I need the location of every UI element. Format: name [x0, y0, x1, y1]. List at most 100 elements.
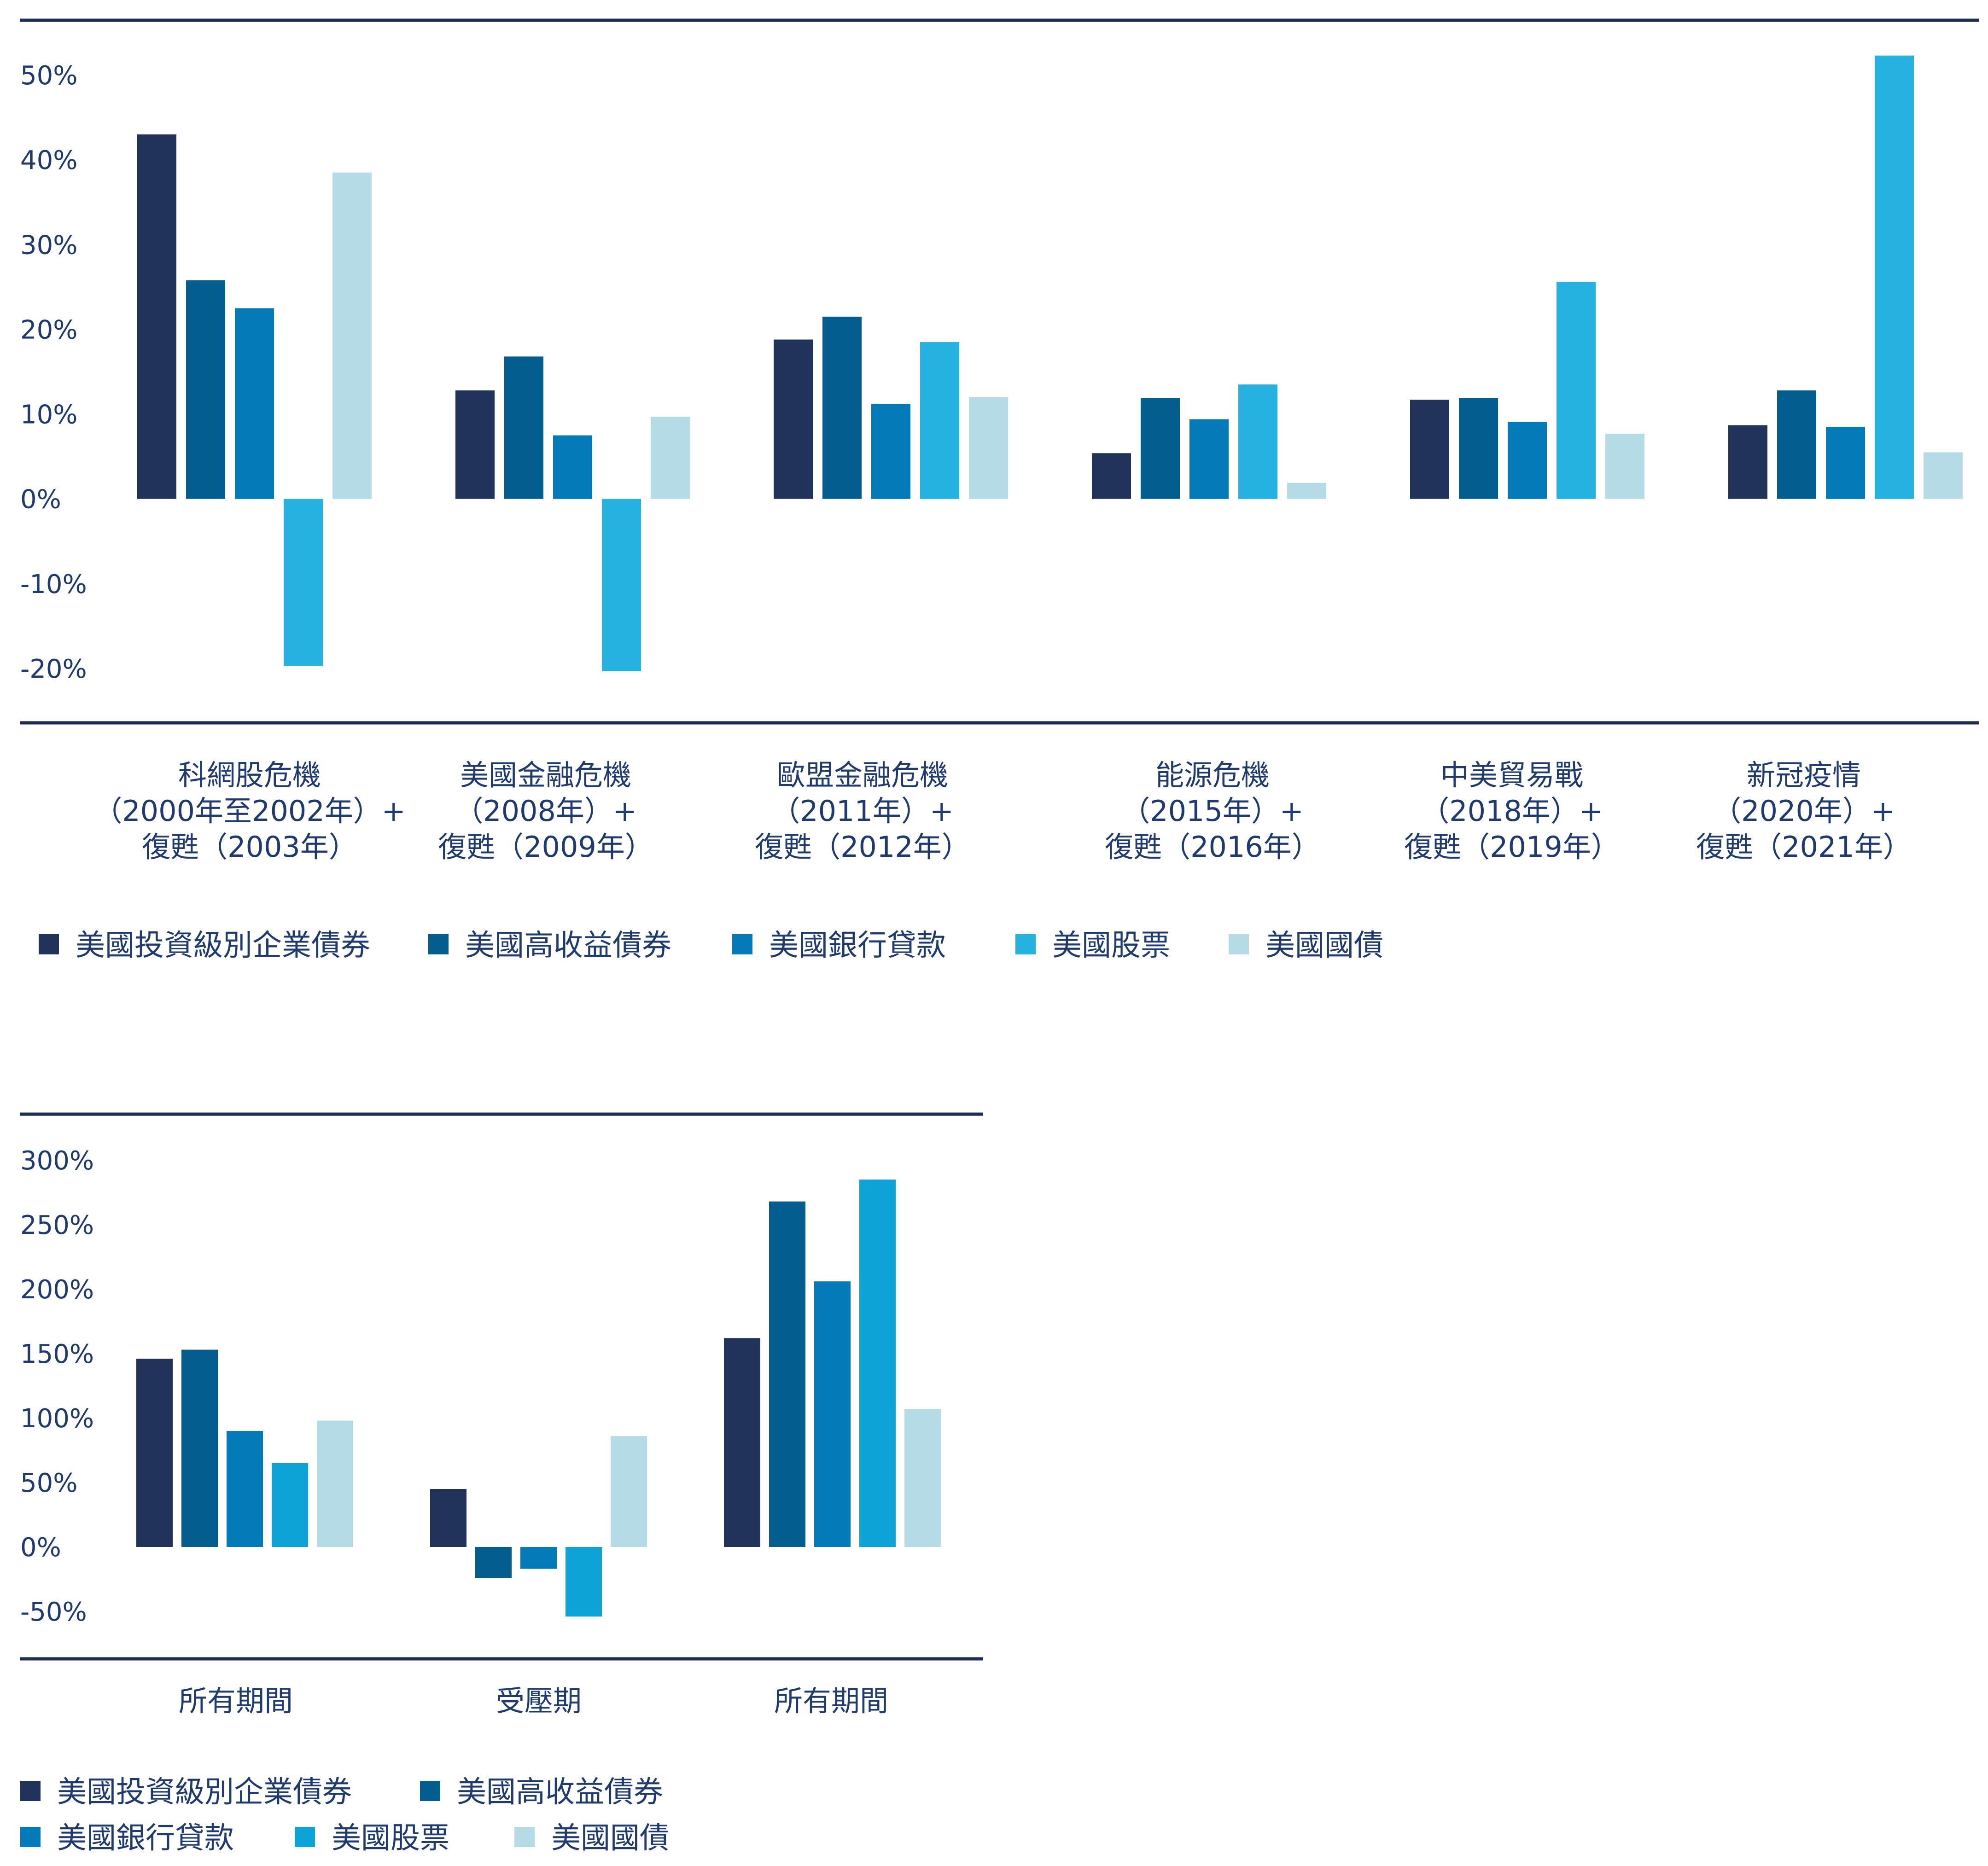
- legend-label: 美國股票: [332, 1821, 449, 1855]
- chart-top: 50% 40% 30% 20% 10% 0% -10% -20% 科網股危機（2000年至20…: [20, 18, 1979, 963]
- legend-label: 美國股票: [1052, 929, 1170, 963]
- legend-label: 美國投資級別企業債券: [76, 929, 370, 963]
- y-tick-label: 50%: [20, 61, 77, 91]
- bar: [181, 1349, 218, 1547]
- category-label: 復甦（2003年）: [142, 830, 357, 864]
- bar: [1557, 282, 1596, 499]
- category-label: 復甦（2019年）: [1404, 830, 1620, 864]
- y-tick-label: -10%: [20, 570, 87, 599]
- legend-swatch: [20, 1827, 41, 1847]
- bar: [871, 404, 910, 499]
- y-tick-label: -50%: [20, 1597, 87, 1627]
- bar: [814, 1281, 851, 1547]
- legend-swatch: [1229, 934, 1249, 954]
- chart-bottom: 300%250%200%150%100%50%0%-50% 所有期間 受壓期 所有期…: [20, 1112, 983, 1855]
- y-tick-label: 10%: [20, 400, 77, 430]
- y-axis-ticks: 300% 250% 200% 150% 100% 50% 0% -50%: [20, 1146, 94, 1627]
- bar: [1777, 390, 1816, 499]
- y-tick-label: 250%: [20, 1210, 94, 1240]
- bar: [1728, 425, 1767, 499]
- bar: [137, 134, 176, 499]
- legend-label: 美國國債: [551, 1821, 669, 1855]
- category-label: （2011年）+: [771, 794, 954, 828]
- bar: [1605, 433, 1644, 499]
- bar: [1238, 384, 1277, 499]
- bar: [602, 499, 641, 671]
- bar: [1924, 452, 1963, 499]
- legend-swatch: [39, 934, 59, 954]
- bar: [904, 1409, 941, 1547]
- category-label: 中美貿易戰: [1440, 758, 1583, 792]
- y-tick-label: 0%: [20, 485, 61, 515]
- y-tick-label: 30%: [20, 230, 77, 260]
- bar: [1092, 453, 1131, 499]
- bar: [1189, 419, 1229, 499]
- bar: [1875, 55, 1914, 499]
- y-tick-label: 300%: [20, 1146, 94, 1176]
- bar: [272, 1463, 308, 1547]
- bars: [137, 55, 1963, 671]
- category-label: （2020年）+: [1713, 794, 1895, 828]
- legend-swatch: [428, 934, 449, 954]
- bar: [186, 280, 225, 499]
- y-tick-label: -20%: [20, 654, 87, 684]
- legend-label: 美國高收益債券: [457, 1775, 663, 1809]
- bar: [1508, 422, 1547, 499]
- bar: [1287, 482, 1326, 499]
- bar: [227, 1431, 263, 1547]
- bar: [651, 417, 690, 499]
- category-labels: 科網股危機（2000年至2002年）+復甦（2003年） 美國金融危機（2008年…: [93, 758, 1912, 864]
- category-label: 所有期間: [179, 1684, 293, 1718]
- bar: [136, 1359, 173, 1547]
- y-tick-label: 200%: [20, 1275, 94, 1305]
- legend-label: 美國銀行貸款: [57, 1821, 234, 1855]
- bar: [1459, 398, 1498, 499]
- legend-label: 美國國債: [1265, 929, 1383, 963]
- category-label: 復甦（2009年）: [438, 830, 653, 864]
- category-label: 能源危機: [1155, 758, 1270, 792]
- category-label: （2000年至2002年）+: [93, 794, 406, 828]
- category-label: 復甦（2012年）: [755, 830, 970, 864]
- category-label: 復甦（2016年）: [1105, 830, 1320, 864]
- y-tick-label: 0%: [20, 1533, 61, 1563]
- bar: [1826, 427, 1865, 499]
- bar: [1141, 398, 1180, 499]
- bar: [430, 1489, 466, 1547]
- y-tick-label: 40%: [20, 145, 77, 175]
- legend-label: 美國投資級別企業債券: [57, 1775, 352, 1809]
- bar: [332, 172, 372, 499]
- legend-swatch: [514, 1827, 535, 1847]
- bar: [724, 1338, 760, 1547]
- category-label: （2008年）+: [455, 794, 637, 828]
- bar: [553, 435, 592, 499]
- legend-label: 美國高收益債券: [465, 929, 671, 963]
- category-label: 新冠疫情: [1747, 758, 1861, 792]
- y-tick-label: 50%: [20, 1468, 77, 1498]
- bar: [774, 339, 813, 499]
- legend-swatch: [295, 1827, 315, 1847]
- bar: [317, 1420, 353, 1547]
- category-label: 歐盟金融危機: [777, 758, 948, 792]
- legend-swatch: [732, 934, 752, 954]
- category-label: 復甦（2021年）: [1696, 830, 1912, 864]
- category-label: （2018年）+: [1421, 794, 1603, 828]
- category-label: （2015年）+: [1121, 794, 1304, 828]
- bar: [969, 397, 1008, 499]
- category-labels: 所有期間 受壓期 所有期間: [179, 1684, 888, 1718]
- legend-swatch: [420, 1781, 440, 1801]
- legend-swatch: [20, 1781, 41, 1801]
- y-axis-ticks: 50% 40% 30% 20% 10% 0% -10% -20%: [20, 61, 87, 684]
- legend-swatch: [1015, 934, 1036, 954]
- legend-label: 美國銀行貸款: [769, 929, 946, 963]
- bar: [504, 356, 543, 499]
- bar: [822, 316, 862, 499]
- bars: [136, 1180, 941, 1617]
- bar: [284, 499, 323, 666]
- y-tick-label: 150%: [20, 1339, 94, 1369]
- bar: [1410, 400, 1449, 499]
- bar: [475, 1547, 512, 1578]
- category-label: 受壓期: [496, 1684, 582, 1718]
- bar: [520, 1547, 557, 1569]
- bar: [566, 1547, 602, 1617]
